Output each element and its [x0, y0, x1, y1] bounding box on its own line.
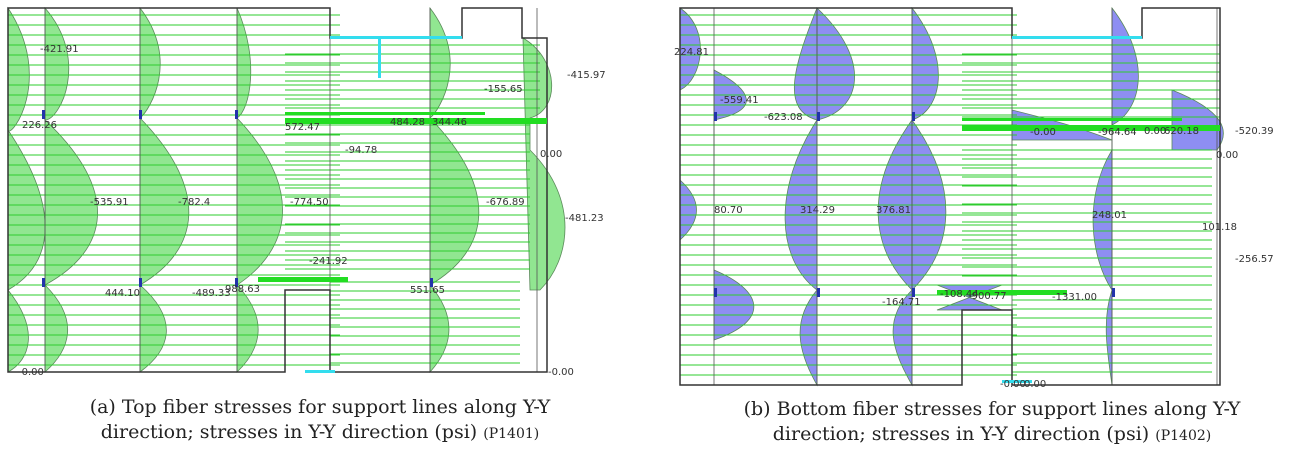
- support-lines-a: [8, 14, 540, 366]
- stress-label-a-12: -676.89: [486, 197, 525, 208]
- stress-label-b-2: -623.08: [764, 112, 803, 123]
- support-marker-b-5: [912, 288, 915, 297]
- support-marker-b-3: [714, 288, 717, 297]
- stress-label-a-7: -94.78: [345, 145, 377, 156]
- stress-label-b-15: -164.71: [882, 297, 921, 308]
- cyan-element-b-1: [1002, 380, 1032, 383]
- stress-label-b-14: -256.57: [1235, 254, 1274, 265]
- stress-region-a-1: [43, 6, 98, 373]
- caption-a-code: (P1401): [483, 426, 540, 442]
- stress-label-a-11: -774.50: [290, 197, 329, 208]
- stress-label-a-4: 572.47: [285, 122, 320, 133]
- stress-label-a-2: -155.65: [484, 84, 523, 95]
- stress-label-b-10: 314.29: [800, 205, 835, 216]
- stress-region-a-3: [236, 7, 283, 373]
- stress-label-a-1: -415.97: [567, 70, 606, 81]
- support-marker-a-3: [42, 278, 45, 287]
- stress-region-a-0: [7, 6, 46, 373]
- caption-b: (b) Bottom fiber stresses for support li…: [692, 397, 1292, 449]
- stress-region-b-4: [877, 6, 939, 387]
- stress-label-b-12: 248.01: [1092, 210, 1127, 221]
- stress-labels-b: 224.81-559.41-623.08-0.00 -964.64 0.00620.…: [674, 47, 1274, 390]
- stress-region-b-3: [816, 7, 855, 121]
- green-bar-a-2: [258, 277, 348, 282]
- support-marker-a-0: [42, 110, 45, 119]
- stress-label-b-3: -0.00: [1030, 127, 1056, 138]
- support-marker-b-0: [714, 112, 717, 121]
- stress-label-b-1: -559.41: [720, 95, 759, 106]
- support-marker-b-6: [1112, 288, 1115, 297]
- support-marker-a-1: [139, 110, 142, 119]
- caption-a-line1: (a) Top fiber stresses for support lines…: [89, 396, 551, 418]
- green-bar-b-2: [962, 118, 1182, 121]
- support-marker-b-2: [912, 112, 915, 121]
- support-marker-a-6: [430, 278, 433, 287]
- slab-outline-a: [7, 7, 548, 373]
- stress-label-a-5: 484.28: [390, 117, 425, 128]
- stress-label-a-20: -0.00: [548, 367, 574, 378]
- slab-outline-b: [679, 7, 1221, 386]
- caption-b-line2: direction; stresses in Y-Y direction (ps…: [772, 423, 1150, 445]
- panel-a: -421.91 -415.97 -155.65 226.26 572.47 484.28 3…: [0, 0, 640, 455]
- green-bar-a-3: [285, 112, 485, 115]
- stress-label-b-16: -108.44: [940, 289, 979, 300]
- stress-region-a-5: [522, 37, 566, 291]
- stress-region-b-6: [1092, 6, 1139, 386]
- caption-b-code: (P1402): [1155, 428, 1212, 444]
- stress-label-b-6: 620.18: [1164, 126, 1199, 137]
- stress-label-b-8: 0.00: [1216, 150, 1238, 161]
- stress-label-a-15: 444.10: [105, 288, 140, 299]
- stress-label-a-9: -535.91: [90, 197, 129, 208]
- stress-label-b-13: 101.18: [1202, 222, 1237, 233]
- cyan-element-a-1: [378, 38, 381, 78]
- caption-a: (a) Top fiber stresses for support lines…: [40, 395, 600, 447]
- stress-region-a-2: [139, 6, 190, 373]
- stress-label-a-13: -481.23: [565, 213, 604, 224]
- caption-a-line2: direction; stresses in Y-Y direction (ps…: [100, 421, 478, 443]
- support-marker-a-4: [139, 278, 142, 287]
- caption-b-line1: (b) Bottom fiber stresses for support li…: [743, 398, 1241, 420]
- stress-label-a-10: -782.4: [178, 197, 210, 208]
- stress-label-b-4: -964.64: [1098, 127, 1137, 138]
- cyan-element-b-0: [1012, 36, 1142, 39]
- stress-label-b-0: 224.81: [674, 47, 709, 58]
- support-marker-b-1: [817, 112, 820, 121]
- panel-b: 224.81 -559.41 -623.08 -0.00 -964.64 0.00 620.…: [672, 0, 1313, 455]
- stress-label-b-9: 80.70: [714, 205, 743, 216]
- stress-labels-a: -421.91 -415.97 -155.65 226.26 572.47 484.28 3…: [18, 44, 606, 378]
- stress-label-b-5: 0.00: [1144, 126, 1166, 137]
- stress-label-a-17: 988.63: [225, 284, 260, 295]
- plot-a: -421.91 -415.97 -155.65 226.26 572.47 484.28 3…: [7, 6, 606, 378]
- stress-label-a-19: -0.00: [18, 367, 44, 378]
- green-bar-b-0: [962, 125, 1220, 131]
- stress-label-a-14: -241.92: [309, 256, 348, 267]
- support-marker-b-4: [817, 288, 820, 297]
- stress-label-a-6: 344.46: [432, 117, 467, 128]
- cyan-element-a-0: [330, 36, 462, 39]
- stress-label-a-16: -489.33: [192, 288, 231, 299]
- support-lines-b: [680, 14, 1220, 376]
- stress-label-b-7: -520.39: [1235, 126, 1274, 137]
- support-marker-a-2: [235, 110, 238, 119]
- stress-label-a-0: -421.91: [40, 44, 79, 55]
- stress-label-a-8: 0.00: [540, 149, 562, 160]
- stress-label-b-18: -1331.00: [1052, 292, 1097, 303]
- stress-label-b-11: 376.81: [876, 205, 911, 216]
- green-bar-b-1: [937, 290, 1067, 295]
- stress-label-a-3: 226.26: [22, 120, 57, 131]
- cyan-element-a-2: [305, 370, 335, 373]
- green-bar-a-1: [380, 118, 530, 122]
- stress-label-b-20: 0.00: [1024, 379, 1046, 390]
- plot-b: 224.81-559.41-623.08-0.00 -964.64 0.00620.…: [674, 6, 1274, 390]
- stress-label-a-18: 551.65: [410, 285, 445, 296]
- stress-label-b-17: -900.77: [968, 291, 1007, 302]
- support-marker-a-5: [235, 278, 238, 287]
- stress-label-b-19: -0.00: [1000, 379, 1026, 390]
